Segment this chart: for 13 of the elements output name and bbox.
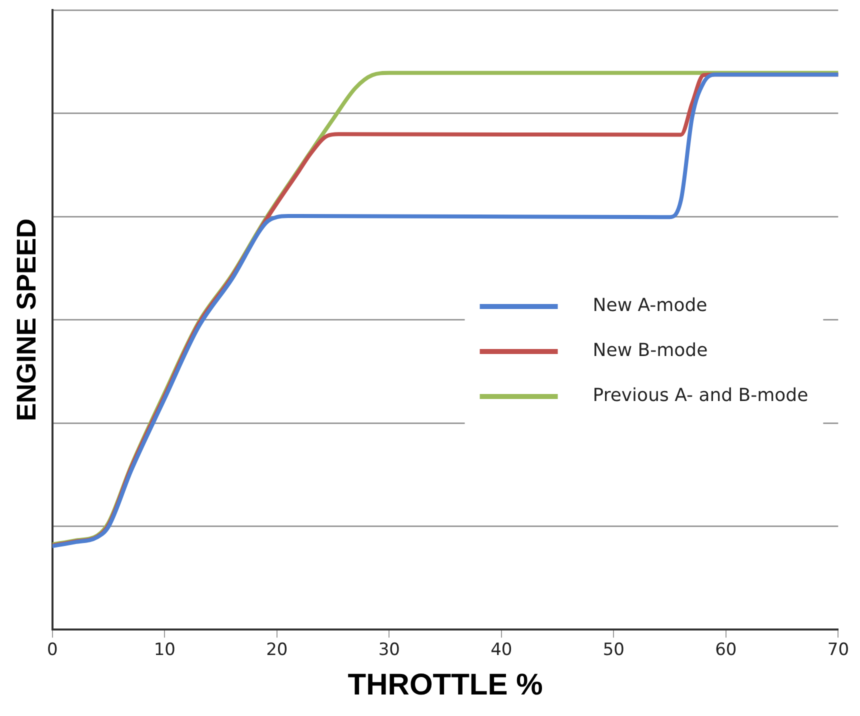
legend-label: New B-mode (592, 340, 708, 362)
x-tick-label: 70 (827, 640, 850, 660)
legend-label: Previous A- and B-mode (592, 385, 808, 406)
x-tick-label: 20 (266, 640, 288, 660)
x-tick-label: 60 (715, 640, 737, 660)
x-tick-label: 40 (490, 640, 512, 660)
x-tick-label: 10 (154, 640, 176, 660)
y-axis-title: ENGINE SPEED (12, 218, 42, 422)
x-tick-label: 0 (46, 640, 58, 660)
legend-label: New A-mode (592, 295, 708, 316)
x-tick-label: 30 (378, 640, 400, 660)
x-axis-title: THROTTLE % (348, 668, 543, 702)
x-tick-label: 50 (602, 640, 624, 660)
